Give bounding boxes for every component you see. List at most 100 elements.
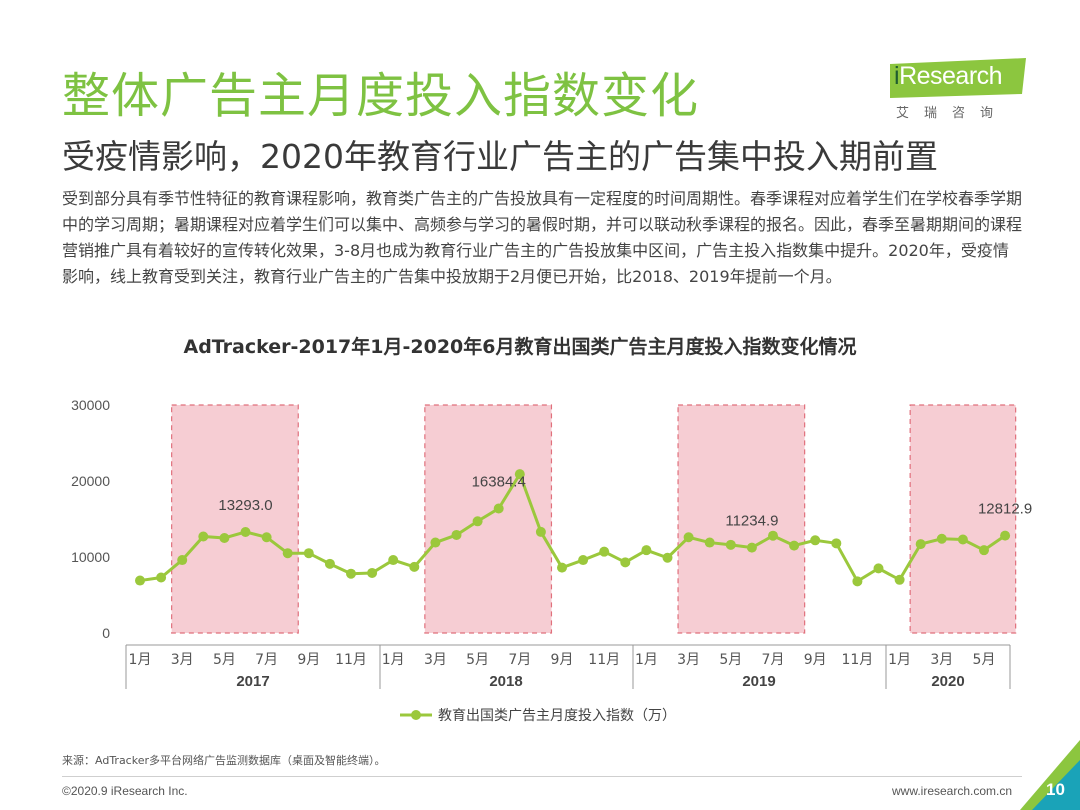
legend-label: 教育出国类广告主月度投入指数（万） (438, 708, 676, 724)
logo-wordmark: iResearch (894, 62, 1003, 91)
x-tick-label: 9月 (551, 652, 574, 668)
data-label: 13293.0 (218, 497, 272, 514)
x-tick-label: 11月 (335, 652, 367, 668)
data-point (810, 535, 821, 546)
data-label: 16384.4 (472, 473, 526, 490)
x-tick-label: 1月 (635, 652, 658, 668)
data-point (768, 530, 778, 541)
data-point (367, 567, 378, 578)
x-tick-label: 9月 (297, 652, 320, 668)
highlight-band-1 (171, 404, 299, 634)
data-point (852, 576, 863, 587)
x-tick-label: 5月 (973, 652, 996, 668)
x-axis: 1月 3月 5月 7月 9月 11月 1月 3月 5月 7月 9月 11月 1月 3月 5月 7月 9月 11月 1… (125, 644, 1011, 690)
data-point (746, 542, 757, 553)
data-point (789, 540, 800, 551)
data-point (578, 555, 589, 566)
data-point (198, 531, 209, 542)
data-point (873, 563, 884, 574)
x-tick-label: 7月 (762, 652, 785, 668)
data-point (430, 537, 441, 548)
data-point (388, 555, 399, 566)
data-point (620, 557, 631, 568)
data-point (936, 533, 947, 544)
highlight-band-2 (424, 404, 553, 634)
data-point (303, 548, 314, 559)
data-point (451, 529, 462, 540)
x-tick-label: 3月 (424, 652, 447, 668)
data-point (324, 558, 335, 569)
data-label: 11234.9 (725, 513, 778, 530)
chart-title: AdTracker-2017年1月-2020年6月教育出国类广告主月度投入指数变… (183, 336, 857, 358)
legend: 教育出国类广告主月度投入指数（万） (400, 708, 676, 724)
copyright: ©2020.9 iResearch Inc. (62, 784, 188, 798)
data-point (557, 562, 567, 573)
data-point (894, 574, 905, 585)
y-axis: 30000 20000 10000 0 (71, 397, 110, 641)
logo-banner-shape (890, 58, 1026, 98)
y-tick-label: 10000 (71, 549, 110, 565)
data-point (979, 545, 989, 556)
data-point (725, 539, 736, 550)
x-tick-label: 7月 (255, 652, 278, 668)
x-tick-label: 1月 (888, 652, 911, 668)
data-point (219, 533, 230, 543)
highlight-periods (171, 404, 1017, 634)
page-number: 10 (1046, 780, 1065, 799)
data-point (704, 537, 715, 548)
x-tick-label: 11月 (841, 652, 873, 668)
x-tick-label: 5月 (719, 652, 742, 668)
data-point (156, 572, 167, 583)
data-point (641, 545, 652, 556)
website-link[interactable]: www.iresearch.com.cn (892, 784, 1013, 798)
data-point (662, 552, 673, 563)
highlight-band-3 (677, 404, 806, 634)
x-tick-label: 5月 (466, 652, 489, 668)
data-label: 12812.9 (978, 501, 1032, 518)
x-tick-label: 7月 (508, 652, 531, 668)
logo-chinese: 艾瑞咨询 (896, 106, 1009, 121)
x-tick-label: 3月 (171, 652, 194, 668)
x-year-label: 2018 (489, 673, 522, 690)
x-year-label: 2019 (742, 673, 775, 690)
data-point (957, 534, 968, 545)
data-point (177, 555, 188, 566)
data-point (831, 538, 842, 549)
data-point (261, 532, 272, 543)
corner-decoration (1020, 740, 1080, 810)
data-point (409, 561, 420, 572)
footer-divider (62, 776, 1022, 777)
x-tick-label: 1月 (129, 652, 152, 668)
y-tick-label: 20000 (71, 473, 110, 489)
iresearch-logo: iResearch 艾瑞咨询 (890, 58, 1030, 122)
source-note: 来源：AdTracker多平台网络广告监测数据库（桌面及智能终端）。 (62, 754, 386, 767)
data-point (240, 526, 251, 537)
data-point (493, 503, 504, 514)
y-tick-label: 0 (102, 625, 110, 641)
intro-paragraph: 受到部分具有季节性特征的教育课程影响，教育类广告主的广告投放具有一定程度的时间周… (62, 189, 1023, 286)
data-point (1000, 530, 1011, 541)
page-title: 整体广告主月度投入指数变化 (62, 68, 700, 124)
x-tick-label: 3月 (677, 652, 700, 668)
legend-marker (411, 710, 421, 720)
data-point (282, 548, 293, 559)
data-point (915, 539, 926, 550)
data-point (683, 532, 694, 543)
x-tick-label: 5月 (213, 652, 236, 668)
x-tick-label: 9月 (804, 652, 827, 668)
logo-i: i (894, 62, 900, 90)
data-point (535, 526, 546, 537)
page-subtitle: 受疫情影响，2020年教育行业广告主的广告集中投入期前置 (62, 137, 938, 176)
data-point (346, 568, 356, 579)
data-point (599, 546, 610, 557)
highlight-band-4 (909, 404, 1017, 634)
data-point (514, 469, 525, 480)
x-tick-label: 11月 (588, 652, 620, 668)
x-year-label: 2020 (931, 673, 964, 690)
x-tick-label: 1月 (382, 652, 405, 668)
line-chart: 30000 20000 10000 0 1月 3月 5月 7月 9月 11月 1月 3月 5月 7月 9月… (71, 397, 1032, 724)
x-tick-label: 3月 (930, 652, 953, 668)
data-point (135, 575, 145, 586)
y-tick-label: 30000 (71, 397, 110, 413)
logo-research: Research (899, 62, 1003, 90)
